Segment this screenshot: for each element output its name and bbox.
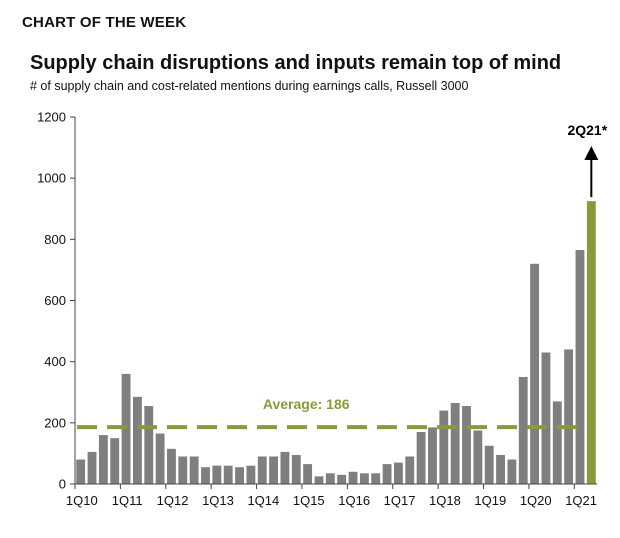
bar — [303, 464, 313, 484]
bar — [314, 476, 324, 484]
bar — [178, 456, 188, 484]
x-tick-label: 1Q12 — [157, 493, 189, 508]
bar — [291, 454, 301, 484]
bar — [371, 473, 381, 484]
bar — [462, 406, 471, 484]
bar — [87, 451, 97, 484]
bar — [132, 396, 142, 484]
bar — [530, 263, 540, 484]
x-tick-label: 1Q18 — [429, 493, 461, 508]
bar — [348, 471, 358, 484]
x-tick-label: 1Q20 — [520, 493, 552, 508]
bar — [507, 459, 517, 484]
kicker-label: CHART OF THE WEEK — [22, 14, 187, 31]
bar — [246, 465, 256, 484]
y-tick-label: 400 — [44, 354, 66, 369]
bar — [575, 250, 585, 484]
bar — [269, 456, 279, 484]
x-tick-label: 1Q16 — [338, 493, 370, 508]
x-axis: 1Q10 1Q11 1Q12 1Q13 1Q14 1Q15 1Q16 1Q17 1Q18 1Q19… — [66, 483, 597, 508]
bar — [189, 456, 199, 484]
bar — [144, 406, 154, 484]
x-tick-label: 1Q14 — [247, 493, 279, 508]
average-label: Average: 186 — [263, 396, 350, 412]
bar — [201, 467, 210, 484]
chart-subtitle: # of supply chain and cost-related menti… — [30, 79, 469, 93]
y-tick-label: 200 — [44, 415, 66, 430]
bar — [541, 352, 551, 484]
bar — [167, 448, 176, 484]
bar — [223, 465, 233, 484]
annotation-group: 2Q21* — [567, 122, 608, 198]
bar — [337, 474, 347, 484]
bar — [439, 410, 449, 484]
x-tick-label: 1Q17 — [384, 493, 416, 508]
bar — [473, 430, 483, 484]
bar — [98, 435, 108, 484]
y-axis: 0 200 400 600 800 1000 1200 — [37, 110, 76, 492]
bar — [155, 433, 165, 484]
bar — [257, 456, 267, 484]
x-tick-label: 1Q13 — [202, 493, 234, 508]
bar — [235, 467, 244, 484]
bar — [484, 445, 494, 484]
y-tick-label: 600 — [44, 293, 66, 308]
bar — [405, 456, 415, 484]
arrow-head-icon — [584, 146, 599, 160]
bar — [552, 401, 562, 484]
x-tick-label: 1Q10 — [66, 493, 98, 508]
bar — [212, 465, 222, 484]
y-tick-label: 1000 — [37, 171, 66, 186]
bar — [496, 454, 505, 484]
y-tick-label: 1200 — [37, 110, 66, 125]
y-tick-label: 800 — [44, 232, 66, 247]
bar — [416, 432, 426, 484]
bar — [280, 451, 290, 484]
bar — [428, 427, 437, 484]
chart-title: Supply chain disruptions and inputs rema… — [30, 52, 562, 74]
highlight-label: 2Q21* — [567, 122, 607, 138]
bar — [450, 402, 460, 484]
bars — [76, 201, 596, 485]
bar — [382, 464, 392, 484]
x-tick-label: 1Q19 — [474, 493, 506, 508]
x-tick-label: 1Q21 — [565, 493, 597, 508]
bar — [393, 462, 403, 484]
bar — [518, 376, 528, 484]
bar — [564, 349, 574, 484]
bar — [76, 459, 86, 484]
x-tick-label: 1Q11 — [112, 493, 143, 508]
bar — [359, 473, 369, 484]
bar-highlight — [586, 201, 596, 484]
average-line-group: Average: 186 — [77, 396, 583, 430]
y-tick-label: 0 — [59, 477, 66, 492]
bar — [110, 438, 120, 485]
x-tick-label: 1Q15 — [293, 493, 325, 508]
bar — [325, 473, 335, 484]
